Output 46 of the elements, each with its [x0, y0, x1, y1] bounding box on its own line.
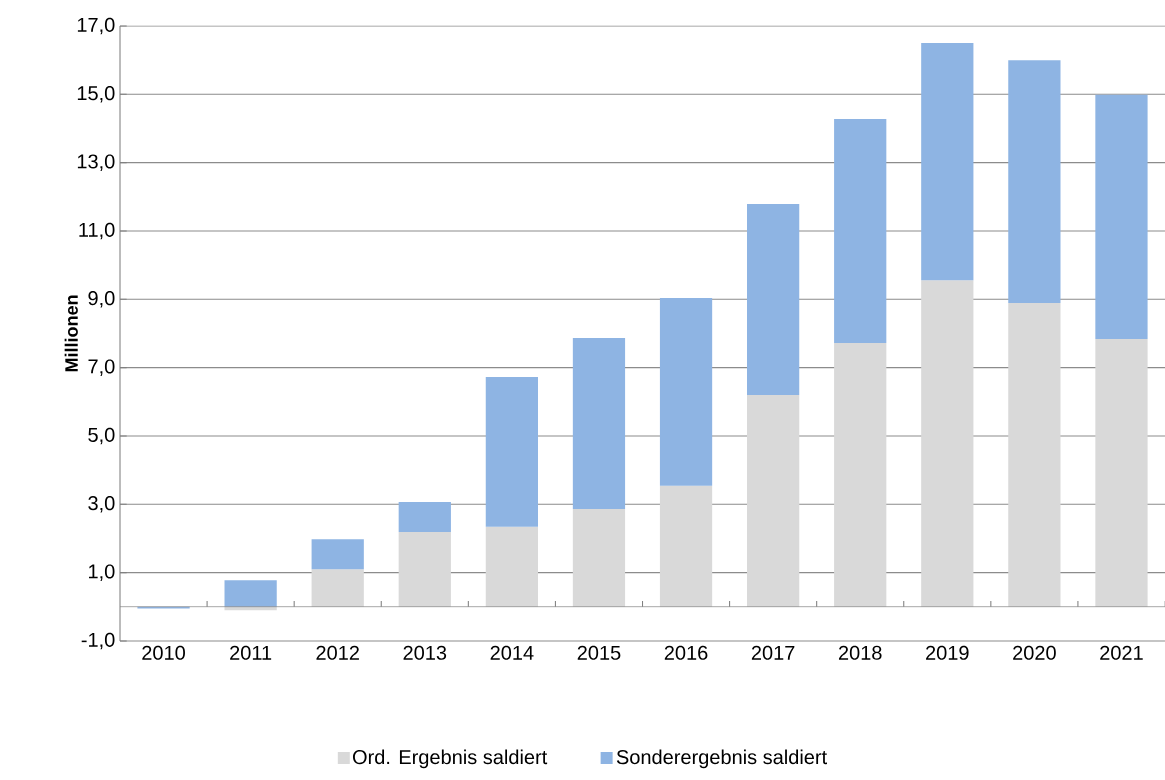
- bar: [485, 526, 538, 607]
- bar: [659, 297, 713, 486]
- y-tick-label: -1,0: [81, 632, 115, 650]
- bar: [572, 509, 626, 607]
- legend-label: Ord. Ergebnis saldiert: [352, 749, 548, 769]
- x-tick-label: 2017: [751, 645, 795, 660]
- y-tick-label: 5,0: [88, 427, 115, 445]
- y-tick-label: 13,0: [77, 154, 115, 171]
- bar: [921, 280, 974, 607]
- bar: [1008, 303, 1061, 607]
- bar: [311, 569, 364, 607]
- bar: [398, 501, 451, 532]
- bar: [224, 580, 277, 607]
- x-tick-label: 2011: [230, 645, 272, 660]
- legend-label: Sonderergebnis saldiert: [616, 749, 827, 769]
- bar: [1095, 94, 1148, 339]
- y-tick-label: 11,0: [79, 222, 115, 240]
- y-axis-title: Millionen: [64, 295, 78, 372]
- bar: [1095, 338, 1148, 607]
- y-tick-label: 3,0: [88, 496, 115, 513]
- x-tick-label: 2014: [490, 645, 534, 660]
- bar: [834, 343, 887, 607]
- y-tick-label: 7,0: [88, 359, 115, 376]
- bar: [398, 531, 451, 607]
- x-tick-label: 2015: [577, 645, 621, 660]
- y-tick-label: 15,0: [77, 86, 115, 103]
- bar: [659, 485, 713, 607]
- x-tick-label: 2010: [142, 645, 185, 660]
- x-tick-label: 2019: [926, 645, 969, 660]
- bar: [311, 539, 364, 570]
- y-tick-label: 1,0: [89, 564, 115, 581]
- bar: [572, 337, 626, 510]
- bar: [921, 43, 974, 281]
- x-tick-label: 2020: [1013, 645, 1056, 660]
- x-tick-label: 2013: [403, 645, 447, 660]
- bar: [834, 118, 887, 344]
- bar: [747, 394, 800, 607]
- y-tick-label: 9,0: [88, 291, 115, 308]
- bar: [485, 376, 538, 527]
- x-tick-label: 2021: [1100, 645, 1143, 660]
- x-tick-label: 2016: [664, 645, 708, 660]
- x-tick-label: 2018: [838, 645, 882, 660]
- bar: [747, 203, 800, 395]
- x-tick-label: 2012: [316, 645, 359, 660]
- bar: [1008, 60, 1061, 304]
- y-tick-label: 17,0: [77, 17, 115, 35]
